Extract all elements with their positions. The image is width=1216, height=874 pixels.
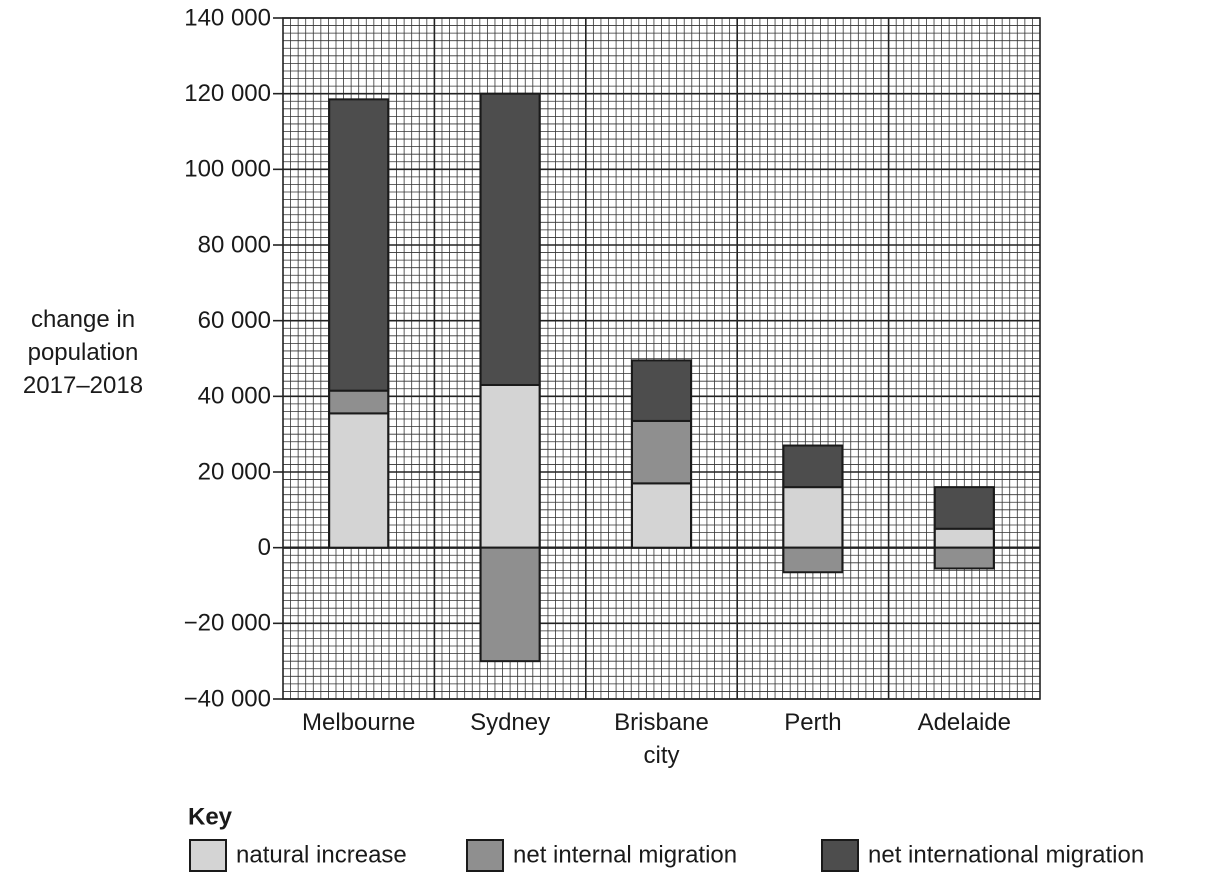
y-tick-label: 20 000 — [198, 458, 271, 485]
legend-swatch — [821, 839, 859, 872]
y-tick-label: 100 000 — [184, 156, 271, 183]
y-tick-label: 80 000 — [198, 231, 271, 258]
bar-segment — [933, 546, 995, 570]
bar-segment — [631, 359, 692, 422]
legend-swatch — [189, 839, 227, 872]
x-tick-label: Sydney — [470, 709, 551, 736]
y-tick-label: 40 000 — [198, 383, 271, 410]
legend-title: Key — [188, 803, 233, 830]
y-axis-label: change in population 2017–2018 — [22, 306, 144, 399]
legend-swatch — [466, 839, 504, 872]
legend-label: natural increase — [236, 841, 407, 868]
plot-frame — [282, 17, 1041, 700]
bar-segment — [328, 389, 390, 415]
y-tick-label: 140 000 — [184, 4, 271, 31]
y-tick-label: 120 000 — [184, 80, 271, 107]
bar-segment — [782, 444, 844, 489]
y-tick-label: 60 000 — [198, 307, 271, 334]
bar-segment — [933, 527, 995, 549]
legend-label: net internal migration — [513, 841, 737, 868]
bar-segment — [631, 419, 692, 485]
bar-segment — [479, 92, 541, 386]
bar-segment — [328, 98, 390, 392]
bar-segment — [479, 546, 541, 663]
x-tick-label: Adelaide — [917, 709, 1011, 736]
bar-segment — [631, 482, 692, 549]
bar-segment — [933, 486, 995, 530]
x-tick-label: Brisbane city — [614, 709, 709, 769]
x-tick-label: Melbourne — [301, 709, 416, 736]
y-tick-label: 0 — [258, 534, 271, 561]
legend-label: net international migration — [868, 841, 1144, 868]
x-tick-label: Perth — [784, 709, 842, 736]
y-tick-label: −40 000 — [184, 685, 271, 712]
bar-segment — [782, 546, 844, 574]
bar-segment — [479, 383, 541, 549]
bar-segment — [328, 412, 390, 549]
bar-segment — [782, 486, 844, 549]
y-tick-label: −20 000 — [184, 610, 271, 637]
